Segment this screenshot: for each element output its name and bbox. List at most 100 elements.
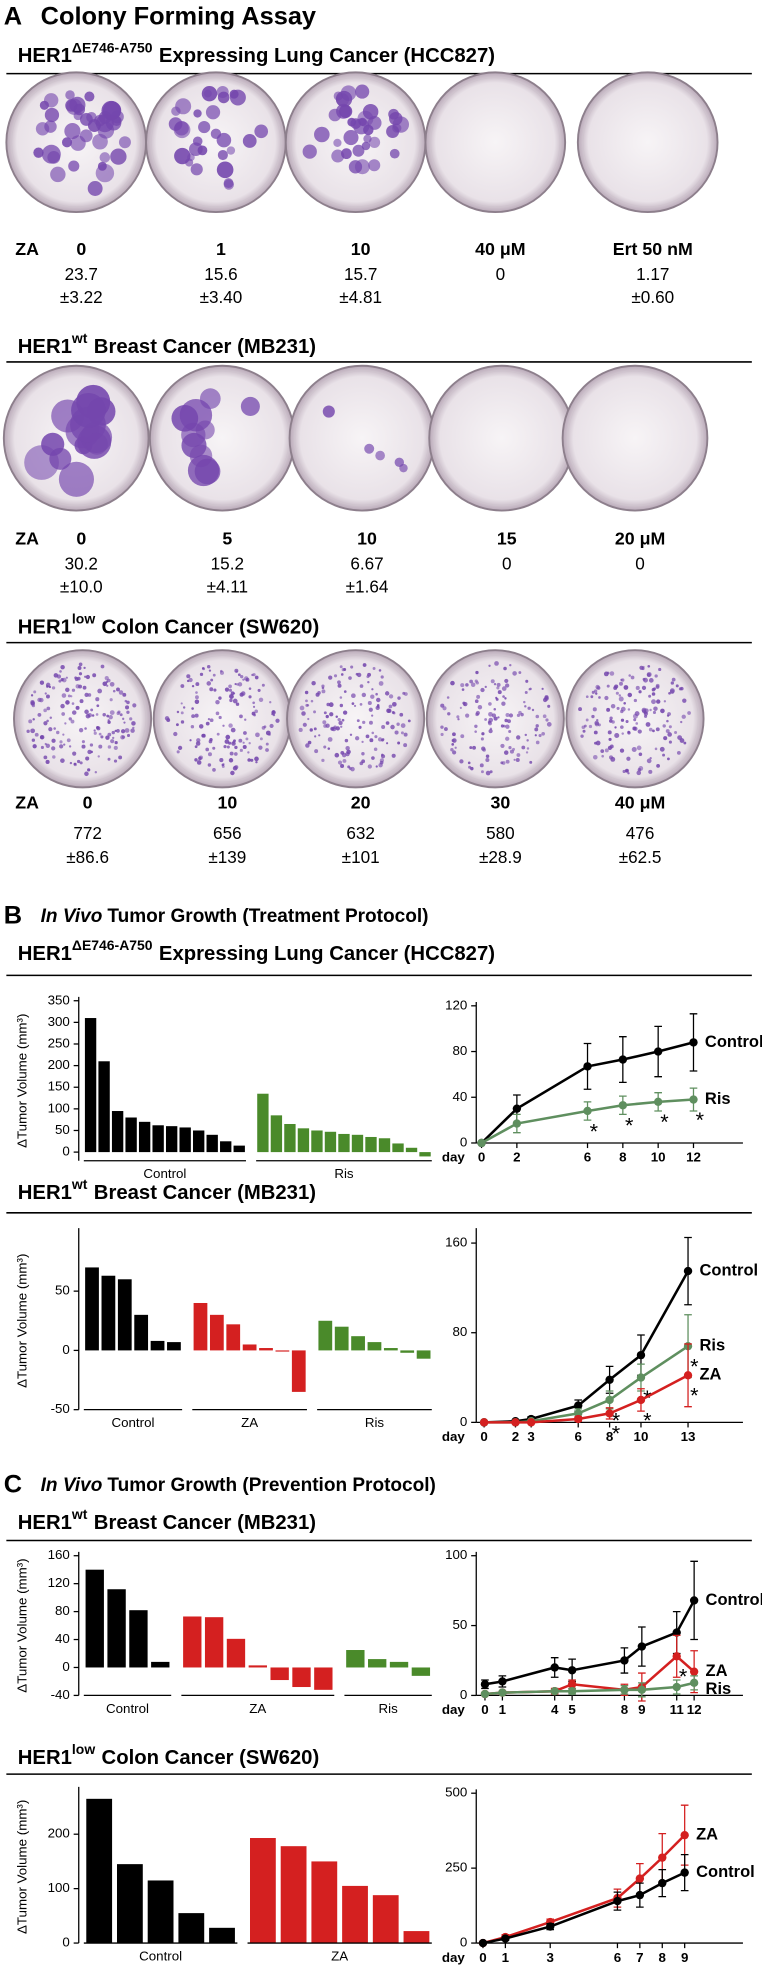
colony bbox=[190, 163, 203, 176]
colony bbox=[333, 725, 337, 730]
colony bbox=[226, 745, 230, 749]
colony bbox=[380, 738, 384, 742]
bar bbox=[101, 1275, 116, 1351]
colony bbox=[330, 727, 334, 731]
data-point bbox=[550, 1687, 559, 1696]
colony bbox=[663, 736, 668, 741]
colony bbox=[198, 755, 203, 760]
colony bbox=[631, 747, 637, 752]
y-tick-label: 0 bbox=[460, 1134, 467, 1149]
colony bbox=[223, 745, 227, 749]
bar bbox=[138, 1121, 151, 1153]
dose: 15 bbox=[497, 528, 517, 548]
colony bbox=[518, 671, 522, 674]
group-label: ZA bbox=[241, 1415, 258, 1430]
bar bbox=[324, 1131, 337, 1153]
colony bbox=[390, 724, 395, 730]
colony bbox=[247, 758, 251, 762]
colony bbox=[665, 729, 670, 734]
colony bbox=[403, 732, 408, 737]
colony bbox=[595, 692, 598, 695]
colony bbox=[304, 690, 309, 695]
colony bbox=[39, 100, 49, 110]
bar bbox=[411, 1667, 431, 1676]
y-tick-label: 200 bbox=[48, 1826, 70, 1841]
colony bbox=[201, 86, 218, 102]
series-line bbox=[480, 1098, 694, 1145]
bar bbox=[392, 1143, 404, 1153]
colony bbox=[348, 160, 363, 174]
colony bbox=[544, 695, 549, 700]
colony bbox=[451, 743, 455, 746]
series-line bbox=[480, 1041, 694, 1144]
data-point bbox=[574, 1401, 583, 1410]
colony bbox=[242, 744, 247, 749]
colony bbox=[60, 664, 65, 670]
colony bbox=[505, 759, 510, 764]
colony bbox=[217, 91, 230, 104]
significance: * bbox=[690, 1353, 699, 1378]
colony bbox=[596, 686, 601, 690]
colony bbox=[446, 696, 450, 699]
data-point bbox=[637, 1685, 647, 1695]
colony bbox=[87, 181, 103, 196]
colony bbox=[255, 732, 260, 738]
colony bbox=[339, 696, 343, 699]
colony bbox=[620, 706, 626, 712]
colony bbox=[180, 711, 184, 715]
x-tick-label: 12 bbox=[686, 1150, 701, 1165]
colony bbox=[440, 732, 444, 737]
colony bbox=[251, 711, 256, 716]
bar bbox=[367, 1342, 382, 1351]
bar bbox=[270, 1667, 289, 1681]
colony bbox=[663, 700, 667, 703]
colony bbox=[171, 106, 181, 116]
colony bbox=[269, 723, 274, 729]
dose: 5 bbox=[222, 528, 232, 548]
colony bbox=[194, 699, 200, 704]
colony bbox=[216, 732, 220, 736]
section-heading: HER1wt Breast Cancer (MB231) bbox=[18, 1176, 316, 1205]
colony bbox=[621, 678, 625, 682]
bar bbox=[116, 1864, 143, 1944]
colony bbox=[392, 116, 410, 133]
colony bbox=[71, 688, 76, 692]
colony bbox=[505, 736, 510, 741]
colony bbox=[450, 747, 454, 752]
colony bbox=[44, 692, 47, 695]
colony bbox=[202, 667, 206, 671]
colony bbox=[107, 720, 111, 724]
bar bbox=[209, 1314, 224, 1351]
colony bbox=[481, 732, 485, 736]
colony bbox=[613, 685, 618, 690]
colony bbox=[361, 141, 371, 151]
colony bbox=[63, 743, 66, 746]
plate-rim bbox=[290, 76, 422, 208]
colony bbox=[509, 749, 514, 754]
colony bbox=[122, 717, 125, 720]
colony bbox=[71, 392, 106, 428]
colony bbox=[440, 725, 444, 729]
bar bbox=[334, 1326, 349, 1351]
colony bbox=[50, 166, 66, 183]
colony bbox=[109, 698, 113, 702]
colony bbox=[82, 685, 87, 690]
colony bbox=[520, 712, 524, 717]
y-tick-label: 50 bbox=[453, 1617, 468, 1632]
colony bbox=[513, 758, 516, 761]
colony bbox=[254, 709, 259, 714]
colony bbox=[495, 697, 499, 701]
colony bbox=[92, 133, 108, 150]
colony bbox=[396, 722, 400, 726]
significance: * bbox=[643, 1407, 652, 1432]
culture-plate bbox=[288, 364, 436, 512]
colony bbox=[592, 707, 597, 712]
colony bbox=[524, 705, 527, 708]
colony bbox=[488, 664, 491, 667]
colony bbox=[85, 756, 90, 761]
colony bbox=[504, 697, 507, 700]
heading-rest: Breast Cancer (MB231) bbox=[94, 1182, 316, 1204]
colony bbox=[648, 694, 652, 698]
colony bbox=[504, 678, 509, 683]
colony bbox=[616, 706, 620, 710]
